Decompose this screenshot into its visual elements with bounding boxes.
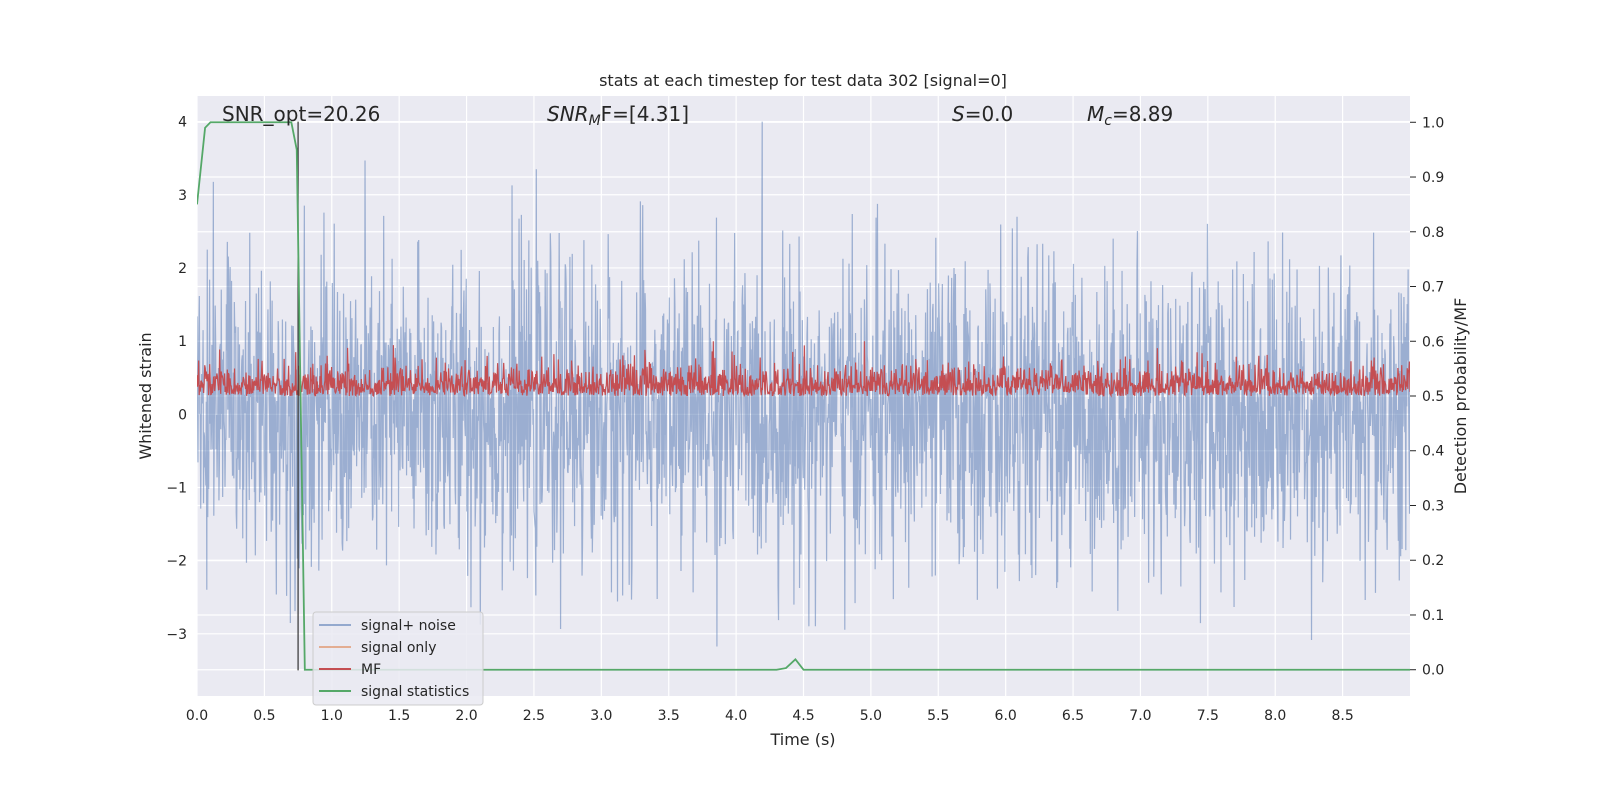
series-mf — [197, 341, 1410, 398]
x-tick-label: 8.0 — [1264, 708, 1286, 724]
chart-title: stats at each timestep for test data 302… — [599, 71, 1007, 90]
x-tick-label: 6.0 — [995, 708, 1017, 724]
x-tick-label: 8.5 — [1331, 708, 1353, 724]
y-tick-label: 1 — [178, 334, 187, 350]
annotation-snr-opt: SNR_opt=20.26 — [222, 102, 380, 126]
legend-label-mf: MF — [361, 662, 381, 678]
y-tick-label: −2 — [166, 554, 187, 570]
y2-tick-label: 0.0 — [1422, 663, 1444, 679]
x-tick-label: 7.0 — [1129, 708, 1151, 724]
x-tick-label: 5.0 — [860, 708, 882, 724]
x-tick-label: 4.5 — [792, 708, 814, 724]
annotation-mc: Mc=8.89 — [1087, 102, 1173, 129]
y2-tick-label: 1.0 — [1422, 115, 1444, 131]
s-italic: S — [952, 102, 965, 126]
annotation-snr-mf: SNRMF=[4.31] — [547, 102, 689, 129]
mc-italic: M — [1087, 102, 1104, 126]
y-axis-label: Whitened strain — [136, 332, 155, 459]
y-tick-label: 0 — [178, 407, 187, 423]
x-tick-label: 2.0 — [455, 708, 477, 724]
annotation-s: S=0.0 — [952, 102, 1013, 126]
legend: signal+ noise signal only MF signal stat… — [312, 611, 484, 706]
signal-noise-line — [197, 121, 1410, 647]
x-tick-label: 1.0 — [321, 708, 343, 724]
x-tick-label: 0.5 — [253, 708, 275, 724]
legend-label-stat: signal statistics — [361, 684, 469, 700]
x-tick-label: 7.5 — [1197, 708, 1219, 724]
x-axis-ticks: 0.0 0.5 1.0 1.5 2.0 2.5 3.0 3.5 4.0 4.5 5.0 5.5 6.0 6… — [186, 708, 1354, 724]
y2-tick-label: 0.3 — [1422, 498, 1444, 514]
legend-label-noise: signal+ noise — [361, 618, 456, 634]
y2-tick-label: 0.7 — [1422, 280, 1444, 296]
y2-tick-label: 0.8 — [1422, 225, 1444, 241]
x-tick-label: 6.5 — [1062, 708, 1084, 724]
x-tick-label: 3.5 — [658, 708, 680, 724]
y2-tick-label: 0.1 — [1422, 608, 1444, 624]
y2-tick-label: 0.5 — [1422, 389, 1444, 405]
x-tick-label: 4.0 — [725, 708, 747, 724]
x-axis-label: Time (s) — [769, 730, 835, 749]
mc-value: =8.89 — [1112, 102, 1173, 126]
y2-axis-label: Detection probability/MF — [1451, 298, 1470, 495]
x-tick-label: 3.0 — [590, 708, 612, 724]
y2-tick-label: 0.2 — [1422, 553, 1444, 569]
x-tick-label: 0.0 — [186, 708, 208, 724]
x-tick-label: 1.5 — [388, 708, 410, 724]
y2-tick-label: 0.4 — [1422, 444, 1444, 460]
snr-mf-rest: F=[4.31] — [601, 102, 689, 126]
y-tick-label: 3 — [178, 188, 187, 204]
s-value: =0.0 — [965, 102, 1014, 126]
mc-sub: c — [1104, 113, 1112, 129]
x-tick-label: 5.5 — [927, 708, 949, 724]
x-tick-label: 2.5 — [523, 708, 545, 724]
y2-tick-label: 0.6 — [1422, 334, 1444, 350]
y-tick-label: −3 — [166, 627, 187, 643]
legend-label-signal: signal only — [361, 640, 436, 656]
y-tick-label: 4 — [178, 115, 187, 131]
y-tick-label: 2 — [178, 261, 187, 277]
y-axis-ticks: 4 3 2 1 0 −1 −2 −3 — [166, 115, 187, 643]
y2-tick-label: 0.9 — [1422, 170, 1444, 186]
legend-box — [312, 611, 484, 706]
y-tick-label: −1 — [166, 480, 187, 496]
snr-mf-sub: M — [589, 113, 601, 129]
y2-axis-ticks: 1.0 0.9 0.8 0.7 0.6 0.5 0.4 0.3 0.2 0.1 0.0 — [1410, 115, 1444, 679]
snr-mf-base: SNR — [547, 102, 589, 126]
series-signal-noise — [197, 121, 1410, 647]
mf-line — [197, 341, 1410, 398]
